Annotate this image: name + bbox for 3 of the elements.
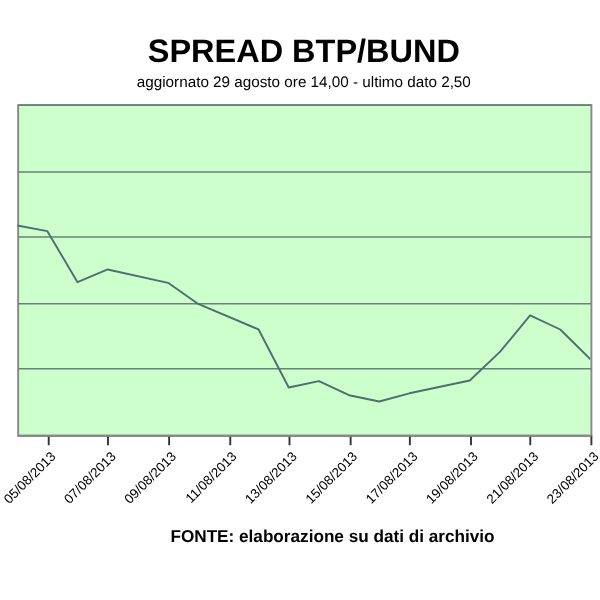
chart-subtitle: aggiornato 29 agosto ore 14,00 - ultimo dato 2,50 <box>136 72 471 91</box>
chart-title: SPREAD BTP/BUND <box>147 34 461 71</box>
source-note: FONTE: elaborazione su dati di archivio <box>170 525 495 546</box>
